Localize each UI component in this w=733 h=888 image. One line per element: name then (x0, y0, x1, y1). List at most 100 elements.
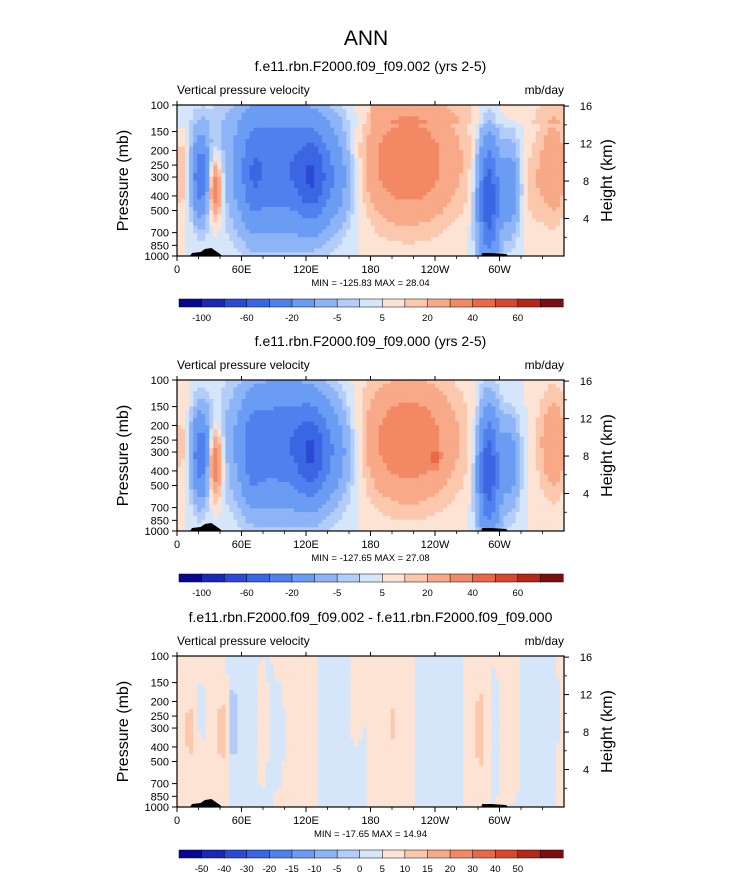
colorbar-box (404, 849, 429, 859)
colorbar-box (427, 298, 451, 308)
y-tick-label: 500 (151, 206, 169, 218)
colorbar-box (359, 849, 383, 859)
colorbar-label: -30 (240, 864, 254, 875)
terrain-africa (189, 799, 223, 807)
colorbar-label: 50 (513, 864, 524, 875)
terrain-africa (189, 248, 223, 256)
colorbar-box (540, 298, 564, 308)
colorbar-box (223, 849, 248, 859)
y-right-tick-label: 8 (583, 727, 589, 739)
colorbar-box (291, 573, 316, 583)
colorbar-box (494, 849, 519, 859)
colorbar-label: -60 (240, 588, 254, 599)
units-label: mb/day (525, 634, 564, 648)
y-tick-label: 1000 (145, 802, 169, 814)
colorbar-box (494, 573, 519, 583)
colorbar-box (246, 298, 270, 308)
y-right-tick-label: 16 (580, 652, 592, 664)
colorbar-box (359, 298, 383, 308)
terrain-andes (481, 528, 509, 531)
colorbar-box (223, 573, 248, 583)
colorbar-box (314, 849, 338, 859)
y-tick-label: 500 (151, 757, 169, 769)
colorbar-box (336, 298, 361, 308)
colorbar-box (291, 849, 316, 859)
colorbar-label: -10 (308, 864, 322, 875)
colorbar-label: -5 (333, 313, 341, 324)
colorbar-box (291, 298, 316, 308)
y-tick-label: 400 (151, 191, 169, 203)
x-tick-label: 60W (488, 539, 511, 551)
y-tick-label: 300 (151, 447, 169, 459)
colorbar: -100 -60 -20 -5 5 20 40 60 (178, 573, 564, 599)
colorbar-box (178, 849, 203, 859)
y-tick-label: 400 (151, 742, 169, 754)
terrain-africa (189, 523, 223, 531)
y-tick-label: 300 (151, 723, 169, 735)
contour-field (177, 380, 565, 532)
colorbar-box (494, 298, 519, 308)
y-tick-label: 250 (151, 711, 169, 723)
colorbar-label: 10 (400, 864, 411, 875)
y-tick-label: 700 (151, 228, 169, 240)
colorbar-box (201, 298, 225, 308)
x-tick-label: 180 (361, 815, 379, 827)
colorbar-box (178, 573, 203, 583)
colorbar-label: 20 (422, 588, 433, 599)
y-tick-label: 100 (151, 375, 169, 387)
colorbar-label: 40 (467, 313, 478, 324)
terrain-mask (189, 523, 509, 531)
y-right-tick-label: 8 (583, 176, 589, 188)
colorbar-box (269, 849, 293, 859)
colorbar-label: 30 (467, 864, 478, 875)
min-max-stats: MIN = -127.65 MAX = 27.08 (311, 553, 429, 564)
x-tick-label: 60E (232, 264, 252, 276)
colorbar-box (246, 573, 270, 583)
y-tick-label: 1000 (145, 251, 169, 263)
colorbar-box (517, 573, 541, 583)
y-axis-label: Pressure (mb) (115, 405, 132, 506)
x-tick-label: 0 (174, 264, 180, 276)
colorbar-box (382, 573, 406, 583)
x-tick-label: 0 (174, 815, 180, 827)
y-right-tick-label: 12 (580, 690, 592, 702)
colorbar-box (540, 849, 564, 859)
panel-title: f.e11.rbn.F2000.f09_f09.002 (yrs 2-5) (255, 58, 487, 74)
y-tick-label: 850 (151, 515, 169, 527)
colorbar: -100 -60 -20 -5 5 20 40 60 (178, 298, 564, 324)
y-tick-label: 400 (151, 466, 169, 478)
min-max-stats: MIN = -125.83 MAX = 28.04 (311, 278, 429, 289)
y-tick-label: 150 (151, 127, 169, 139)
terrain-mask (189, 799, 509, 807)
colorbar-label: -5 (333, 864, 341, 875)
y-right-tick-label: 12 (580, 139, 592, 151)
colorbar-label: -5 (333, 588, 341, 599)
colorbar-box (314, 573, 338, 583)
colorbar-box (404, 573, 429, 583)
colorbar-box (382, 849, 406, 859)
y-right-tick-label: 4 (583, 214, 589, 226)
y-right-tick-label: 8 (583, 451, 589, 463)
colorbar-box (269, 573, 293, 583)
colorbar-box (472, 298, 496, 308)
page-title: ANN (344, 27, 388, 50)
colorbar-box (517, 298, 541, 308)
x-tick-label: 120W (421, 264, 450, 276)
colorbar-box (201, 849, 225, 859)
y-tick-label: 300 (151, 172, 169, 184)
units-label: mb/day (525, 358, 564, 372)
x-tick-label: 60E (232, 815, 252, 827)
colorbar-box (336, 573, 361, 583)
contour-field (177, 105, 565, 257)
colorbar-box (201, 573, 225, 583)
x-tick-label: 120E (293, 539, 319, 551)
colorbar-box (178, 298, 203, 308)
colorbar-box (449, 573, 474, 583)
colorbar-box (517, 849, 541, 859)
colorbar-label: 60 (513, 588, 524, 599)
colorbar-box (449, 849, 474, 859)
y-tick-label: 250 (151, 160, 169, 172)
colorbar-label: -15 (285, 864, 299, 875)
x-tick-label: 120E (293, 264, 319, 276)
variable-label: Vertical pressure velocity (177, 358, 310, 372)
